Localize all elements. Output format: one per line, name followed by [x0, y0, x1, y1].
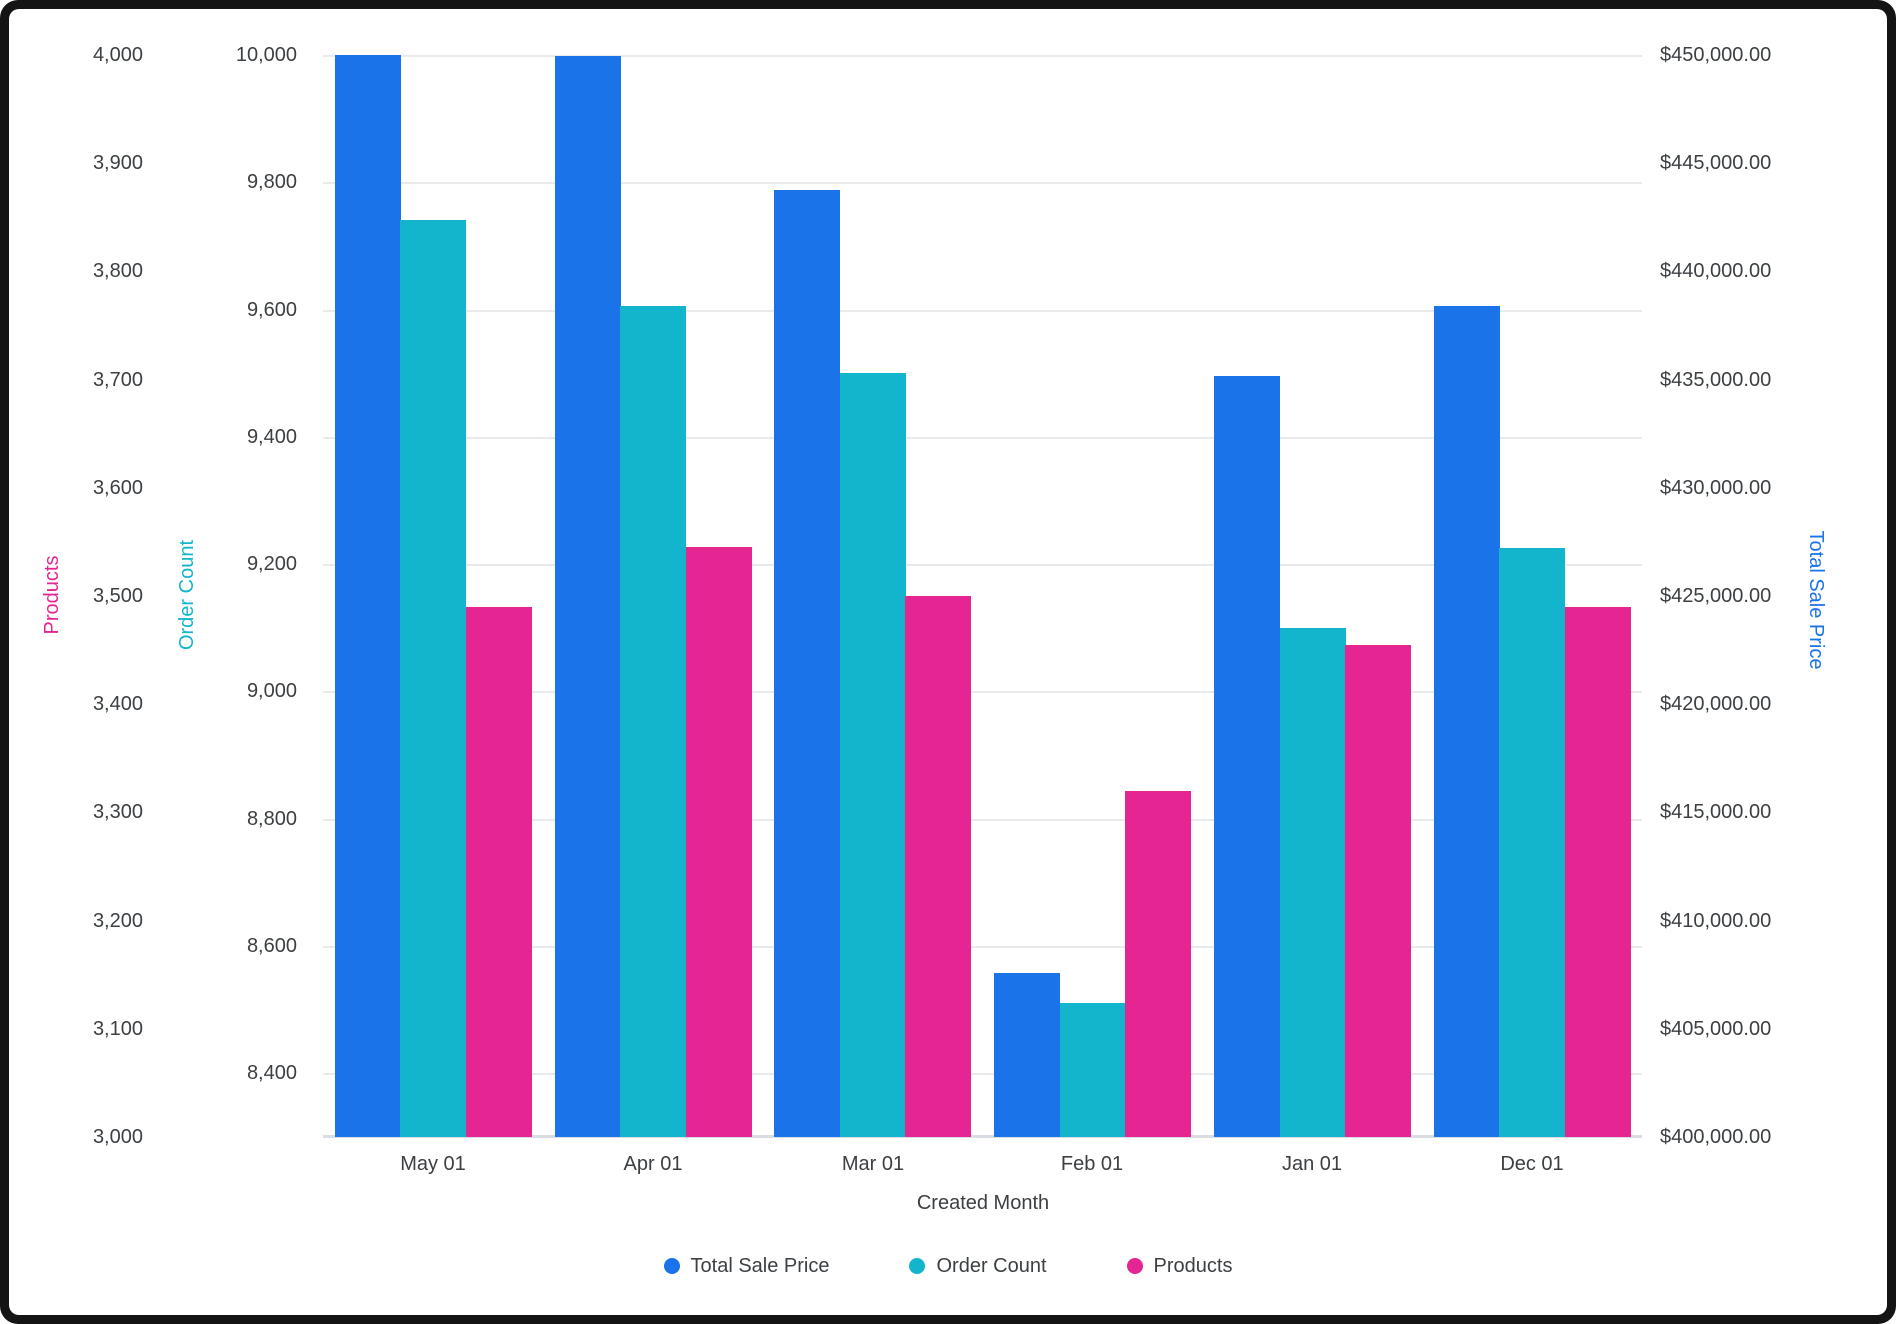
legend-item-order-count[interactable]: Order Count [909, 1254, 1047, 1278]
total-sale-price-bar-dec-01[interactable] [1434, 306, 1500, 1137]
y-tick-orders: 9,000 [246, 680, 297, 702]
y-tick-products: 3,500 [92, 585, 143, 607]
y-tick-price: $440,000.00 [1660, 260, 1772, 282]
total-sale-price-bar-jan-01[interactable] [1214, 376, 1280, 1137]
y-tick-price: $435,000.00 [1660, 369, 1772, 391]
x-tick-jan-01: Jan 01 [1281, 1153, 1343, 1175]
legend-label: Total Sale Price [690, 1255, 830, 1277]
y-tick-products: 3,900 [92, 152, 143, 174]
products-bar-feb-01[interactable] [1125, 791, 1191, 1137]
y-tick-products: 3,700 [92, 369, 143, 391]
products-bar-dec-01[interactable] [1565, 607, 1631, 1137]
y-axis-title-total-sale-price: Total Sale Price [1805, 530, 1827, 670]
y-tick-price: $410,000.00 [1660, 910, 1772, 932]
y-tick-products: 3,400 [92, 693, 143, 715]
products-bar-jan-01[interactable] [1345, 645, 1411, 1137]
x-tick-mar-01: Mar 01 [841, 1153, 905, 1175]
legend-item-products[interactable]: Products [1126, 1254, 1233, 1278]
order-count-bar-dec-01[interactable] [1499, 548, 1565, 1137]
y-tick-price: $420,000.00 [1660, 693, 1772, 715]
legend-swatch-order-count [909, 1258, 926, 1274]
x-axis-baseline [323, 1135, 1642, 1138]
order-count-bar-feb-01[interactable] [1060, 1003, 1126, 1137]
gridline [323, 819, 1642, 821]
total-sale-price-bar-mar-01[interactable] [774, 190, 840, 1137]
total-sale-price-bar-may-01[interactable] [335, 55, 401, 1137]
legend: Total Sale Price Order Count Products [0, 1254, 1896, 1278]
order-count-bar-may-01[interactable] [400, 220, 466, 1137]
gridline [323, 55, 1642, 57]
y-tick-orders: 9,600 [246, 299, 297, 321]
y-tick-price: $430,000.00 [1660, 477, 1772, 499]
order-count-bar-jan-01[interactable] [1280, 628, 1346, 1137]
y-axis-title-order-count: Order Count [176, 539, 198, 651]
legend-item-total-sale-price[interactable]: Total Sale Price [663, 1254, 830, 1278]
y-tick-price: $400,000.00 [1660, 1126, 1772, 1148]
x-tick-apr-01: Apr 01 [623, 1153, 683, 1175]
gridline [323, 310, 1642, 312]
y-tick-orders: 8,600 [246, 935, 297, 957]
order-count-bar-apr-01[interactable] [620, 306, 686, 1137]
products-bar-apr-01[interactable] [686, 547, 752, 1137]
y-tick-products: 3,800 [92, 260, 143, 282]
y-tick-products: 3,300 [92, 801, 143, 823]
y-tick-price: $415,000.00 [1660, 801, 1772, 823]
x-tick-may-01: May 01 [400, 1153, 466, 1175]
gridline [323, 182, 1642, 184]
legend-label: Products [1153, 1255, 1233, 1277]
y-tick-products: 3,600 [92, 477, 143, 499]
y-tick-products: 3,000 [92, 1126, 143, 1148]
gridline [323, 691, 1642, 693]
gridline [323, 437, 1642, 439]
gridline [323, 564, 1642, 566]
x-tick-dec-01: Dec 01 [1500, 1153, 1564, 1175]
y-tick-orders: 8,400 [246, 1062, 297, 1084]
y-tick-orders: 8,800 [246, 808, 297, 830]
y-tick-orders: 9,800 [246, 171, 297, 193]
y-tick-price: $450,000.00 [1660, 44, 1772, 66]
y-tick-orders: 10,000 [235, 44, 297, 66]
y-tick-price: $445,000.00 [1660, 152, 1772, 174]
y-tick-orders: 9,400 [246, 426, 297, 448]
gridline [323, 946, 1642, 948]
legend-swatch-total-sale-price [663, 1258, 680, 1274]
gridline [323, 1073, 1642, 1075]
total-sale-price-bar-feb-01[interactable] [994, 973, 1060, 1137]
legend-label: Order Count [936, 1255, 1047, 1277]
x-tick-feb-01: Feb 01 [1060, 1153, 1124, 1175]
x-axis-title: Created Month [916, 1192, 1050, 1214]
y-axis-title-products: Products [41, 555, 63, 635]
y-tick-orders: 9,200 [246, 553, 297, 575]
order-count-bar-mar-01[interactable] [840, 373, 906, 1137]
y-tick-products: 4,000 [92, 44, 143, 66]
y-tick-products: 3,200 [92, 910, 143, 932]
y-tick-price: $405,000.00 [1660, 1018, 1772, 1040]
products-bar-may-01[interactable] [466, 607, 532, 1137]
y-tick-products: 3,100 [92, 1018, 143, 1040]
products-bar-mar-01[interactable] [905, 596, 971, 1137]
y-tick-price: $425,000.00 [1660, 585, 1772, 607]
legend-swatch-products [1126, 1258, 1143, 1274]
total-sale-price-bar-apr-01[interactable] [555, 56, 621, 1137]
